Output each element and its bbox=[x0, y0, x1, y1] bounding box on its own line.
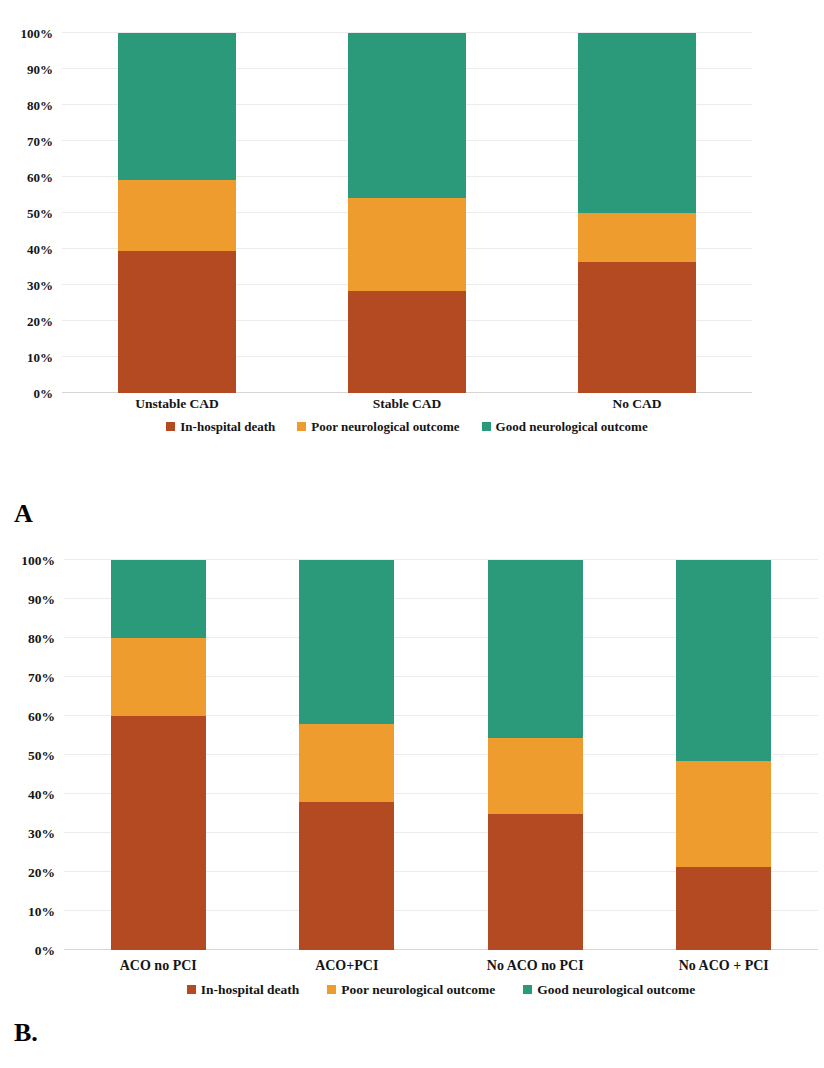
y-tick-label-30: 30% bbox=[28, 826, 55, 840]
bar-segment bbox=[578, 262, 695, 393]
y-tick-label-10: 10% bbox=[28, 904, 55, 918]
category-label: No ACO + PCI bbox=[630, 958, 819, 973]
stacked-bar bbox=[488, 560, 583, 950]
bar-segment bbox=[578, 33, 695, 213]
y-tick-label-70: 70% bbox=[28, 670, 55, 684]
bar-slot bbox=[292, 33, 522, 393]
y-tick-label-60: 60% bbox=[28, 709, 55, 723]
legend-swatch-icon bbox=[327, 985, 336, 994]
category-label: ACO+PCI bbox=[253, 958, 442, 973]
chart-b-legend: In-hospital death Poor neurological outco… bbox=[64, 983, 818, 997]
bar-segment bbox=[118, 251, 235, 393]
bar-segment bbox=[299, 724, 394, 802]
stacked-bar bbox=[348, 33, 465, 393]
stacked-bar bbox=[676, 560, 771, 950]
category-label: No ACO no PCI bbox=[441, 958, 630, 973]
chart-b-plot-area: 0%10%20%30%40%50%60%70%80%90%100% bbox=[64, 560, 818, 950]
category-label: ACO no PCI bbox=[64, 958, 253, 973]
bar-segment bbox=[118, 180, 235, 251]
bar-slot bbox=[441, 560, 630, 950]
bar-segment bbox=[348, 291, 465, 393]
bar-slot bbox=[64, 560, 253, 950]
legend-item: Poor neurological outcome bbox=[327, 983, 495, 997]
legend-item: In-hospital death bbox=[187, 983, 300, 997]
y-tick-label-50: 50% bbox=[28, 748, 55, 762]
bar-segment bbox=[488, 738, 583, 814]
y-tick-label-90: 90% bbox=[28, 592, 55, 606]
bar-slot bbox=[522, 33, 752, 393]
y-tick-label-20: 20% bbox=[28, 865, 55, 879]
chart-a-plot-area: 0%10%20%30%40%50%60%70%80%90%100% bbox=[62, 33, 752, 393]
legend-swatch-icon bbox=[523, 985, 532, 994]
bar-segment bbox=[111, 716, 206, 950]
chart-b-category-labels: ACO no PCIACO+PCINo ACO no PCINo ACO + P… bbox=[64, 958, 818, 973]
chart-a-bars bbox=[62, 33, 752, 393]
stacked-bar bbox=[118, 33, 235, 393]
bar-segment bbox=[676, 560, 771, 761]
figure-page: 0%10%20%30%40%50%60%70%80%90%100% Unstab… bbox=[0, 0, 824, 1068]
legend-label: Good neurological outcome bbox=[537, 983, 695, 997]
chart-b-bars bbox=[64, 560, 818, 950]
y-tick-label-40: 40% bbox=[28, 787, 55, 801]
stacked-bar bbox=[299, 560, 394, 950]
bar-segment bbox=[488, 560, 583, 738]
bar-segment bbox=[299, 802, 394, 950]
bar-slot bbox=[630, 560, 819, 950]
bar-segment bbox=[488, 814, 583, 950]
bar-segment bbox=[676, 867, 771, 950]
y-tick-label-0: 0% bbox=[35, 943, 55, 957]
bar-segment bbox=[676, 761, 771, 867]
legend-label: In-hospital death bbox=[201, 983, 300, 997]
bar-slot bbox=[253, 560, 442, 950]
bar-segment bbox=[578, 213, 695, 262]
stacked-bar bbox=[578, 33, 695, 393]
stacked-bar bbox=[111, 560, 206, 950]
bar-segment bbox=[299, 560, 394, 724]
bar-segment bbox=[348, 198, 465, 292]
bar-segment bbox=[348, 33, 465, 198]
bar-segment bbox=[118, 33, 235, 180]
y-tick-label-80: 80% bbox=[28, 631, 55, 645]
legend-item: Good neurological outcome bbox=[523, 983, 695, 997]
y-tick-label-100: 100% bbox=[21, 553, 55, 567]
bar-segment bbox=[111, 638, 206, 716]
bar-slot bbox=[62, 33, 292, 393]
bar-segment bbox=[111, 560, 206, 638]
legend-swatch-icon bbox=[187, 985, 196, 994]
panel-label-b: B. bbox=[14, 1020, 38, 1046]
legend-label: Poor neurological outcome bbox=[341, 983, 495, 997]
